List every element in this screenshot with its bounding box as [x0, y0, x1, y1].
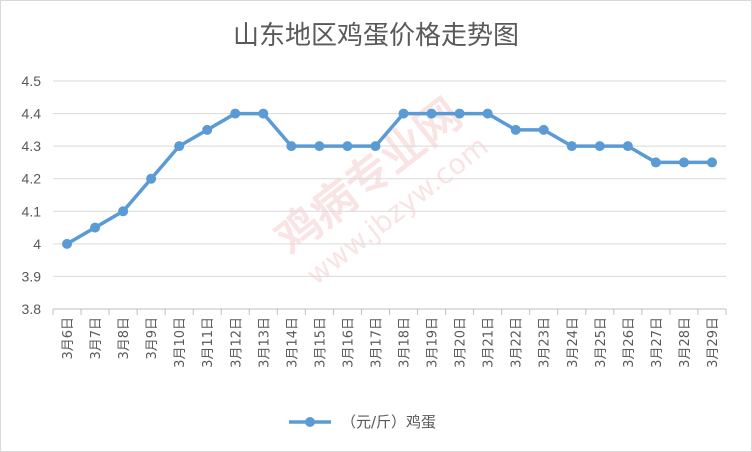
x-tick-label: 3月12日 — [229, 317, 244, 368]
x-tick-label: 3月14日 — [285, 317, 300, 368]
x-tick-label: 3月18日 — [398, 317, 413, 368]
x-tick-label: 3月29日 — [706, 317, 721, 368]
data-point — [650, 157, 661, 168]
data-point — [454, 108, 465, 119]
y-tick-label: 4.5 — [22, 73, 42, 89]
x-tick-label: 3月26日 — [622, 317, 637, 368]
x-tick-label: 3月13日 — [257, 317, 272, 368]
x-tick-label: 3月23日 — [538, 317, 553, 368]
x-tick-label: 3月24日 — [566, 317, 581, 368]
x-tick-label: 3月8日 — [117, 317, 132, 360]
x-axis: 3月6日 3月7日 3月8日 3月9日 3月10日 3月11日 3月12日 3月13日 3月14… — [52, 308, 727, 368]
legend: （元/斤）鸡蛋 — [289, 413, 436, 431]
x-tick-label: 3月7日 — [89, 317, 104, 360]
data-point — [146, 173, 157, 184]
data-point — [314, 141, 325, 152]
data-point — [342, 141, 353, 152]
gridlines — [53, 80, 726, 277]
y-tick-label: 4 — [33, 236, 41, 252]
data-point — [622, 141, 633, 152]
data-point — [118, 206, 129, 217]
data-point — [510, 124, 521, 135]
data-point — [538, 124, 549, 135]
data-point — [62, 238, 73, 249]
x-tick-label: 3月16日 — [341, 317, 356, 368]
data-point — [286, 141, 297, 152]
data-point — [426, 108, 437, 119]
watermark: 鸡病专业网 www.jbzyw.com — [266, 89, 494, 291]
y-tick-label: 3.8 — [22, 301, 42, 317]
legend-point-marker — [305, 417, 315, 427]
data-point — [258, 108, 269, 119]
data-point — [678, 157, 689, 168]
data-point — [594, 141, 605, 152]
y-tick-label: 4.1 — [22, 203, 42, 219]
x-tick-label: 3月25日 — [594, 317, 609, 368]
data-point — [398, 108, 409, 119]
data-point — [566, 141, 577, 152]
chart-title: 山东地区鸡蛋价格走势图 — [233, 21, 519, 51]
x-tick-label: 3月9日 — [145, 317, 160, 360]
series-layer — [62, 108, 717, 249]
x-tick-label: 3月6日 — [61, 317, 76, 360]
y-tick-label: 4.4 — [22, 106, 42, 122]
y-tick-label: 3.9 — [22, 268, 42, 284]
x-tick-label: 3月27日 — [650, 317, 665, 368]
data-point — [90, 222, 101, 233]
y-tick-label: 4.2 — [22, 171, 42, 187]
x-tick-label: 3月20日 — [454, 317, 469, 368]
legend-series-label: （元/斤）鸡蛋 — [341, 413, 436, 431]
x-tick-label: 3月15日 — [313, 317, 328, 368]
x-tick-label: 3月19日 — [426, 317, 441, 368]
data-point — [174, 141, 185, 152]
data-point — [230, 108, 241, 119]
x-tick-label: 3月11日 — [201, 317, 216, 368]
data-point — [706, 157, 717, 168]
data-point — [202, 124, 213, 135]
data-point — [370, 141, 381, 152]
x-tick-label: 3月17日 — [369, 317, 384, 368]
y-axis: 3.8 3.9 4 4.1 4.2 4.3 4.4 4.5 — [22, 73, 42, 317]
x-tick-label: 3月28日 — [678, 317, 693, 368]
x-tick-label: 3月21日 — [482, 317, 497, 368]
y-tick-label: 4.3 — [22, 138, 42, 154]
data-point — [482, 108, 493, 119]
x-tick-label: 3月22日 — [510, 317, 525, 368]
x-tick-label: 3月10日 — [173, 317, 188, 368]
